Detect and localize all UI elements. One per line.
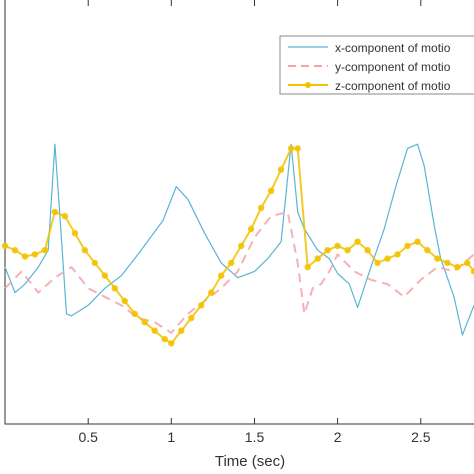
series-point-z-component xyxy=(324,247,331,254)
series-point-z-component xyxy=(470,268,474,275)
series-point-z-component xyxy=(257,204,265,211)
x-tick-label: 2.5 xyxy=(411,429,431,445)
series-point-z-component xyxy=(228,259,235,267)
series-point-z-component xyxy=(111,285,119,292)
series-point-z-component xyxy=(141,319,148,326)
legend: x-component of motio y-component of moti… xyxy=(279,35,474,95)
series-point-z-component xyxy=(188,314,195,322)
series-point-z-component xyxy=(384,255,391,262)
series-point-z-component xyxy=(247,225,255,233)
x-tick-label: 1.5 xyxy=(245,429,265,445)
legend-label-y-component: y-component of motio xyxy=(335,60,451,74)
series-point-z-component xyxy=(287,145,295,152)
series-point-z-component xyxy=(424,247,431,254)
series-point-z-component xyxy=(434,255,441,262)
series-line-y-component xyxy=(4,211,474,334)
series-point-z-component xyxy=(31,251,39,258)
series-point-z-component xyxy=(267,187,275,194)
series-point-z-component xyxy=(81,247,89,254)
series-point-z-component xyxy=(454,263,461,271)
x-axis-ticks: 0.5 1 1.5 2 2.5 xyxy=(78,0,431,445)
series-point-z-component xyxy=(208,289,215,296)
series-point-z-component xyxy=(394,251,401,258)
series-point-z-component xyxy=(374,259,381,267)
series-point-z-component xyxy=(168,340,175,347)
series-point-z-component xyxy=(334,242,341,250)
series-point-z-component xyxy=(161,336,168,343)
series-point-z-component xyxy=(277,166,285,173)
series-point-z-component xyxy=(404,242,411,250)
series-point-z-component xyxy=(364,247,371,254)
legend-marker-z-component xyxy=(305,82,311,88)
series-point-z-component xyxy=(71,230,79,237)
x-tick-label: 0.5 xyxy=(78,429,98,445)
series-line-x-component xyxy=(4,143,474,336)
series-point-z-component xyxy=(91,259,99,267)
series-point-z-component xyxy=(464,259,471,267)
series-point-z-component xyxy=(41,247,49,254)
series-point-z-component xyxy=(178,327,185,334)
series-layer xyxy=(1,143,474,347)
series-point-z-component xyxy=(354,238,361,245)
series-point-z-component xyxy=(294,145,301,152)
series-point-z-component xyxy=(131,310,138,317)
series-point-z-component xyxy=(304,263,311,271)
x-axis-label: Time (sec) xyxy=(215,453,285,470)
x-tick-label: 2 xyxy=(334,429,342,445)
legend-label-z-component: z-component of motio xyxy=(335,79,451,93)
series-point-z-component xyxy=(121,297,128,305)
series-point-z-component xyxy=(198,302,205,309)
series-point-z-component xyxy=(314,255,321,262)
series-point-z-component xyxy=(238,242,245,250)
series-point-z-component xyxy=(11,247,19,254)
series-point-z-component xyxy=(218,272,225,279)
series-point-z-component xyxy=(1,242,9,250)
series-point-z-component xyxy=(151,327,158,334)
series-point-z-component xyxy=(61,213,69,220)
series-point-z-component xyxy=(414,238,421,245)
series-point-z-component xyxy=(21,253,29,260)
series-point-z-component xyxy=(444,259,451,267)
legend-label-x-component: x-component of motio xyxy=(335,41,451,55)
series-point-z-component xyxy=(101,272,109,279)
series-point-z-component xyxy=(51,208,59,216)
x-tick-label: 1 xyxy=(167,429,175,445)
series-point-z-component xyxy=(344,247,351,254)
